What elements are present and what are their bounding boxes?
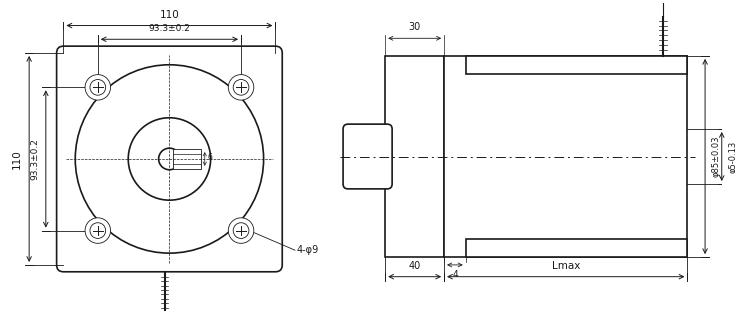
Circle shape [229,75,254,100]
FancyBboxPatch shape [57,46,282,272]
Text: φ85±0.03: φ85±0.03 [712,136,721,177]
Circle shape [229,218,254,243]
Bar [466,239,687,257]
Text: 40: 40 [409,261,421,271]
Text: 93.3±0.2: 93.3±0.2 [30,138,39,180]
Circle shape [75,65,264,253]
Text: 110: 110 [159,10,179,20]
Bar [385,56,444,257]
Circle shape [90,223,106,238]
Circle shape [233,79,249,95]
Circle shape [128,118,211,200]
Text: 4: 4 [452,270,458,279]
Bar [466,56,687,73]
Circle shape [90,79,106,95]
Bar [173,149,201,169]
Text: 93.3±0.2: 93.3±0.2 [148,24,190,33]
Bar [444,56,687,257]
Text: 6: 6 [208,154,212,162]
Circle shape [85,75,110,100]
Text: 30: 30 [409,22,421,32]
Text: 110: 110 [12,149,22,169]
Circle shape [159,148,180,170]
Circle shape [233,223,249,238]
Text: φ5-0.13: φ5-0.13 [728,140,735,173]
Circle shape [85,218,110,243]
Text: Lmax: Lmax [551,261,580,271]
FancyBboxPatch shape [343,124,392,189]
Text: 4-φ9: 4-φ9 [297,245,319,255]
